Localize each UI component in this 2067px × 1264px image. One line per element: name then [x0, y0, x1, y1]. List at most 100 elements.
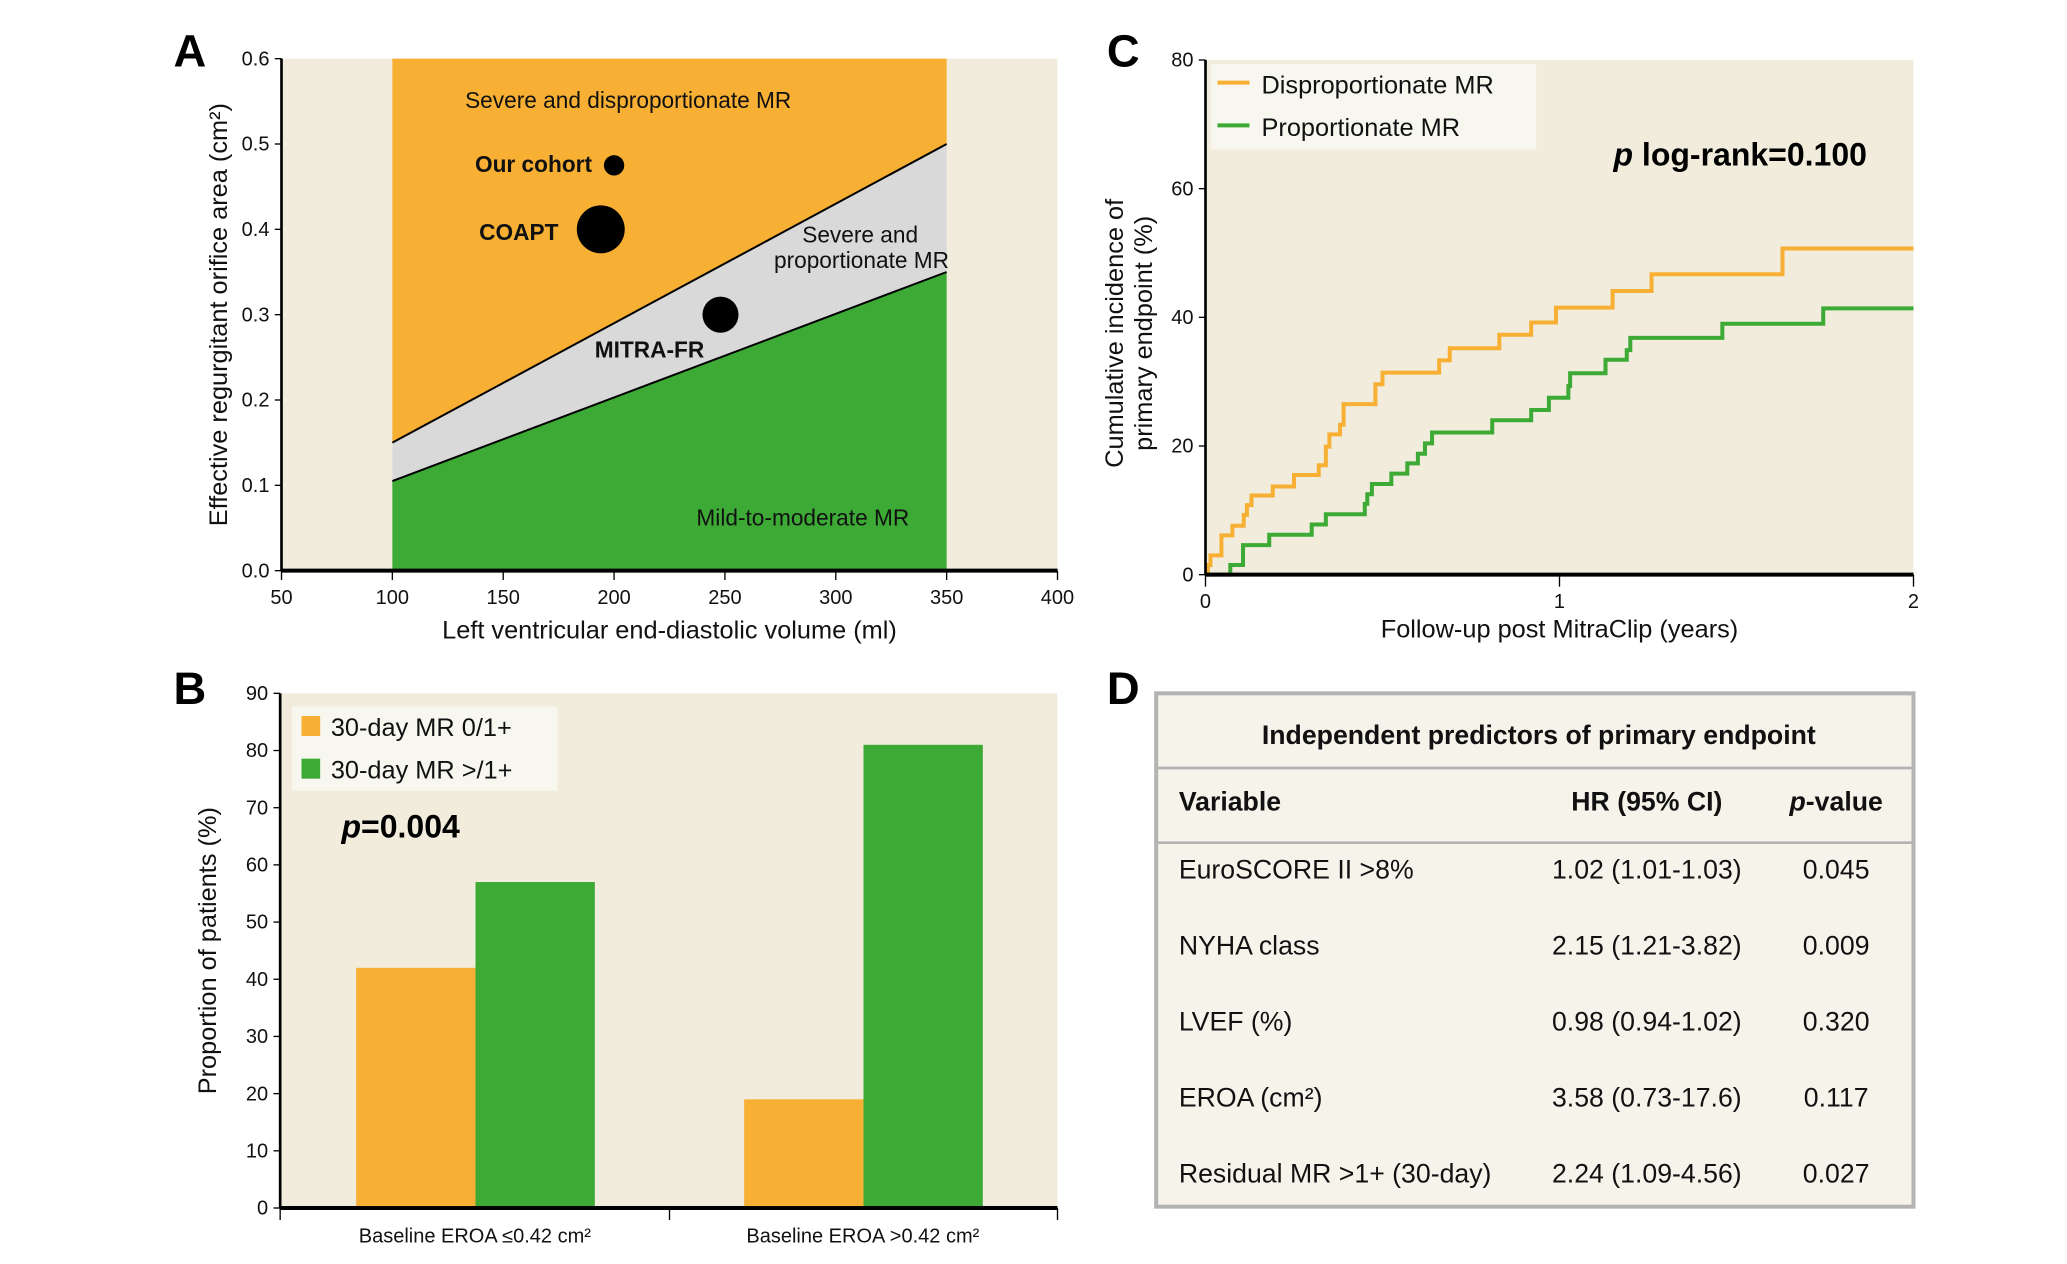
cell-p-value: 0.117	[1804, 1083, 1869, 1113]
y-tick-label: 60	[246, 855, 268, 877]
y-tick-label: 50	[246, 912, 268, 934]
p-value-annotation: p=0.004	[341, 808, 461, 844]
category-label: Baseline EROA >0.42 cm²	[746, 1226, 979, 1248]
legend-label: Proportionate MR	[1262, 114, 1461, 142]
cell-hr: 1.02 (1.01-1.03)	[1552, 855, 1742, 885]
panel-label-d: D	[1107, 663, 1140, 714]
bubble-mitra-fr	[702, 296, 739, 333]
x-tick-label: 50	[270, 587, 292, 609]
region-label-bottom: Mild-to-moderate MR	[696, 504, 909, 530]
x-tick-label: 400	[1041, 587, 1074, 609]
y-tick-label: 30	[246, 1026, 268, 1048]
bar	[475, 882, 595, 1208]
bar	[863, 744, 983, 1208]
bubble-our-cohort	[603, 155, 625, 176]
category-label: Baseline EROA ≤0.42 cm²	[359, 1226, 592, 1248]
y-tick-label: 80	[246, 740, 268, 762]
y-tick-label: 0.1	[242, 475, 270, 497]
p-value: log-rank=0.100	[1633, 136, 1867, 172]
cell-variable: EROA (cm²)	[1179, 1083, 1323, 1113]
cell-variable: LVEF (%)	[1179, 1007, 1293, 1037]
x-tick-label: 200	[597, 587, 630, 609]
region-severe-disproportionate	[392, 58, 947, 443]
y-tick-label: 60	[1171, 178, 1193, 200]
bubble-label: COAPT	[479, 219, 558, 245]
cell-hr: 0.98 (0.94-1.02)	[1552, 1007, 1742, 1037]
panel-b-chart: p=0.004	[273, 692, 1059, 1220]
header-hr: HR (95% CI)	[1571, 787, 1722, 817]
bar	[744, 1099, 864, 1208]
cell-variable: EuroSCORE II >8%	[1179, 855, 1414, 885]
upper-boundary-line	[391, 143, 948, 444]
panel-c-chart: p log-rank=0.100	[1198, 59, 1915, 587]
table-row: LVEF (%) 0.98 (0.94-1.02) 0.320	[1179, 1007, 1870, 1037]
x-tick-label: 0	[1200, 591, 1211, 613]
legend-label: 30-day MR >/1+	[331, 757, 513, 785]
table-row: Residual MR >1+ (30-day) 2.24 (1.09-4.56)…	[1179, 1159, 1870, 1189]
p-value: =0.004	[361, 808, 460, 844]
x-tick-label: 1	[1554, 591, 1565, 613]
x-axis-label: Left ventricular end-diastolic volume (m…	[442, 617, 897, 645]
table-frame	[1154, 691, 1916, 1209]
y-axis-label: Effective regurgitant orifice area (cm²)	[205, 103, 233, 526]
x-tick-label: 150	[487, 587, 520, 609]
region-severe-proportionate	[392, 144, 947, 482]
y-tick-label: 0.0	[242, 560, 270, 582]
cell-variable: NYHA class	[1179, 931, 1320, 961]
header-p-value: p-value	[1788, 787, 1882, 817]
y-axis-label: Cumulative incidence of	[1101, 198, 1129, 468]
region-mild-moderate	[392, 272, 947, 571]
panel-label-b: B	[174, 663, 207, 714]
y-tick-label: 10	[246, 1140, 268, 1162]
legend-swatch	[301, 716, 321, 736]
y-tick-label: 0.5	[242, 134, 270, 156]
panel-d-table: p-value EuroSCORE II >8% 1.02 (1.01-1.03) 0…	[1154, 691, 1916, 1209]
p-symbol: p	[1613, 136, 1634, 172]
panel-label-c: C	[1107, 26, 1140, 77]
x-tick-label: 2	[1908, 591, 1919, 613]
p-value-annotation: p log-rank=0.100	[1613, 136, 1867, 172]
cell-variable: Residual MR >1+ (30-day)	[1179, 1159, 1492, 1189]
cell-p-value: 0.027	[1803, 1159, 1870, 1189]
lower-boundary-line	[392, 271, 947, 483]
y-tick-label: 0.4	[242, 219, 270, 241]
legend	[292, 706, 558, 791]
y-tick-label: 20	[1171, 436, 1193, 458]
header-p-rest: -value	[1806, 787, 1883, 817]
table-row: EuroSCORE II >8% 1.02 (1.01-1.03) 0.045	[1179, 855, 1870, 885]
x-tick-label: 300	[819, 587, 852, 609]
bubble-label: Our cohort	[475, 151, 593, 177]
x-axis-label: Follow-up post MitraClip (years)	[1381, 615, 1739, 643]
table-row: NYHA class 2.15 (1.21-3.82) 0.009	[1179, 931, 1870, 961]
legend-swatch	[301, 758, 321, 779]
y-tick-label: 40	[1171, 307, 1193, 329]
x-tick-label: 350	[930, 587, 963, 609]
y-tick-label: 0	[257, 1198, 268, 1220]
y-tick-label: 70	[246, 797, 268, 819]
region-label-top: Severe and disproportionate MR	[465, 87, 791, 113]
p-symbol: p	[341, 808, 362, 844]
legend-label: Disproportionate MR	[1262, 71, 1494, 99]
table-row: EROA (cm²) 3.58 (0.73-17.6) 0.117	[1179, 1083, 1869, 1113]
y-tick-label: 40	[246, 969, 268, 991]
y-tick-label: 0.6	[242, 48, 270, 70]
region-label-middle: proportionate MR	[774, 247, 949, 273]
km-curve-proportionate-mr	[1205, 306, 1914, 577]
table-title: Independent predictors of primary endpoi…	[1262, 720, 1816, 750]
y-tick-label: 90	[246, 683, 268, 705]
cell-p-value: 0.320	[1803, 1007, 1870, 1037]
legend	[1210, 64, 1537, 150]
y-tick-label: 20	[246, 1083, 268, 1105]
region-label-middle: Severe and	[802, 222, 918, 248]
bar	[356, 967, 476, 1208]
panel-a-chart	[274, 58, 1059, 580]
y-tick-label: 0.3	[242, 304, 270, 326]
legend-label: 30-day MR 0/1+	[331, 714, 512, 742]
y-axis-label: primary endpoint (%)	[1130, 216, 1158, 451]
cell-hr: 2.24 (1.09-4.56)	[1552, 1159, 1742, 1189]
y-tick-label: 0	[1182, 564, 1193, 586]
cell-hr: 2.15 (1.21-3.82)	[1552, 931, 1742, 961]
x-tick-label: 250	[708, 587, 741, 609]
p-symbol: p	[1788, 787, 1805, 817]
